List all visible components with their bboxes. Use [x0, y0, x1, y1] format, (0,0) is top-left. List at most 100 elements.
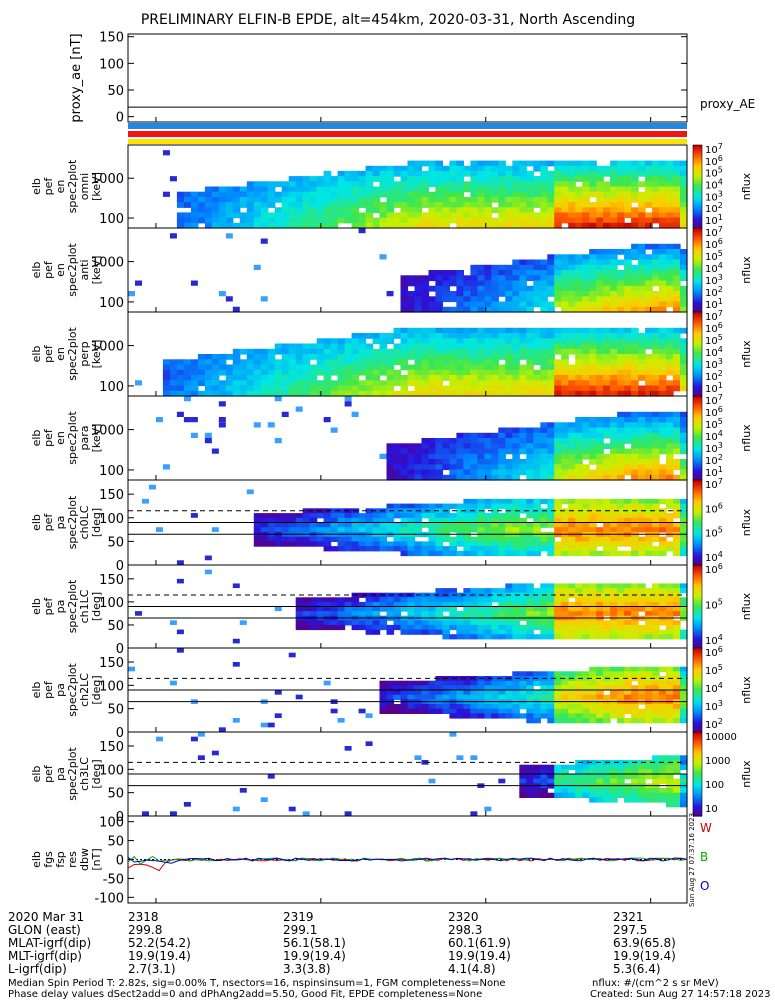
spec-pixel	[449, 680, 457, 686]
spec-pixel	[603, 249, 611, 255]
spec-pixel	[204, 207, 213, 214]
spec-pixel	[393, 380, 402, 387]
spec-pixel	[603, 390, 611, 397]
spec-pixel	[456, 291, 464, 297]
spec-pixel	[526, 464, 534, 471]
spec-pixel	[442, 196, 450, 203]
spec-pixel	[435, 438, 443, 444]
spec-pixel	[463, 694, 471, 700]
spec-pixel	[421, 390, 430, 397]
spec-pixel	[680, 788, 688, 794]
spec-pixel	[568, 690, 576, 696]
spec-pixel	[638, 474, 646, 481]
spec-pixel	[645, 474, 653, 481]
colorbar-cell	[693, 610, 702, 614]
spec-pixel	[302, 522, 311, 528]
spec-pixel	[631, 369, 639, 376]
colorbar-cell	[693, 539, 702, 543]
spec-pixel	[470, 550, 478, 557]
spec-pixel	[435, 270, 443, 276]
x-row-value: 2321	[613, 910, 644, 924]
spec-pixel	[582, 713, 590, 719]
spec-pixel	[330, 186, 339, 193]
spec-pixel	[659, 708, 667, 714]
spec-pixel	[470, 453, 478, 460]
spec-pixel	[498, 778, 506, 784]
spec-pixel	[435, 165, 443, 172]
spec-pixel	[547, 369, 555, 376]
spec-pixel	[554, 676, 562, 682]
spec-pixel	[603, 291, 611, 297]
spec-pixel	[302, 385, 311, 392]
spec-pixel	[575, 704, 583, 710]
spec-pixel	[323, 522, 332, 528]
spec-pixel	[428, 597, 437, 603]
spec-pixel	[624, 259, 632, 266]
spec-pixel	[673, 634, 681, 640]
spec-pixel	[624, 718, 632, 724]
spec-pixel	[197, 380, 206, 387]
spec-pixel	[477, 343, 485, 350]
spec-pixel	[631, 611, 639, 617]
spec-pixel	[218, 390, 227, 397]
spec-pixel	[428, 385, 437, 392]
spec-pixel	[512, 474, 520, 481]
spec-pixel	[680, 411, 688, 418]
spec-pixel	[631, 527, 639, 533]
spec-pixel	[547, 212, 555, 219]
spec-pixel	[533, 513, 541, 519]
spec-pixel	[645, 694, 653, 700]
spec-pixel	[540, 306, 548, 313]
spec-pixel	[484, 196, 492, 203]
spec-pixel	[330, 222, 339, 229]
colorbar-cell	[693, 209, 702, 212]
spec-pixel	[526, 792, 534, 798]
spec-pixel	[365, 713, 373, 718]
spec-pixel	[267, 522, 276, 528]
spec-pixel	[505, 285, 513, 292]
spec-pixel	[638, 181, 646, 188]
spec-pixel	[435, 546, 443, 552]
spec-pixel	[470, 212, 478, 219]
spec-pixel	[470, 354, 478, 360]
spec-pixel	[596, 536, 604, 542]
spec-pixel	[358, 606, 367, 612]
colorbar-tick-label: 104	[705, 261, 723, 275]
spec-pixel	[603, 217, 611, 224]
spec-pixel	[547, 348, 555, 355]
spec-pixel	[533, 348, 541, 355]
spec-pixel	[393, 375, 402, 381]
spec-pixel	[624, 375, 632, 381]
spec-pixel	[554, 254, 562, 261]
spec-pixel	[659, 417, 667, 423]
spec-pixel	[393, 508, 402, 514]
spec-pixel	[582, 634, 590, 640]
spec-pixel	[407, 546, 416, 552]
spec-pixel	[589, 390, 597, 397]
spec-pixel	[505, 343, 513, 350]
colorbar-tick-label: 105	[705, 249, 723, 263]
spec-pixel	[547, 333, 555, 339]
spec-pixel	[218, 401, 226, 407]
spec-pixel	[442, 306, 450, 313]
colorbar-label: nflux	[740, 424, 753, 452]
spec-pixel	[274, 713, 282, 718]
spec-pixel	[554, 769, 562, 775]
spec-pixel	[512, 601, 520, 608]
spec-pixel	[449, 217, 457, 224]
spec-pixel	[624, 620, 632, 626]
spec-pixel	[547, 680, 555, 686]
spec-pixel	[666, 343, 674, 350]
y-tick-label: 100	[99, 512, 124, 527]
spec-pixel	[582, 176, 590, 182]
spec-pixel	[337, 170, 346, 177]
colorbar-cell	[693, 351, 702, 355]
spec-pixel	[568, 181, 576, 188]
spec-pixel	[631, 634, 639, 640]
spec-pixel	[680, 469, 688, 476]
spec-pixel	[561, 453, 569, 460]
spec-pixel	[680, 606, 688, 612]
spec-pixel	[645, 191, 653, 198]
spec-pixel	[561, 443, 569, 450]
spec-pixel	[554, 259, 562, 266]
